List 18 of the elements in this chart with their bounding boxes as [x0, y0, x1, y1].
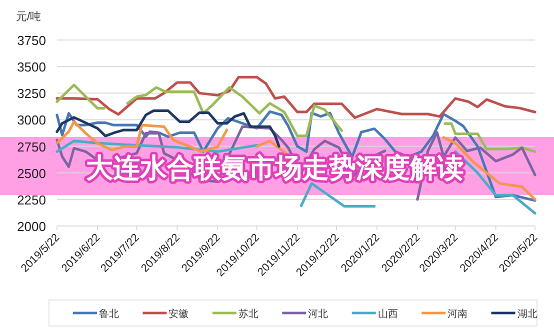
y-tick-label: 2500	[17, 166, 46, 181]
line-series	[56, 109, 280, 148]
legend-label: 苏北	[238, 308, 258, 320]
y-tick-label: 2000	[17, 219, 46, 234]
y-tick-label: 3500	[17, 60, 46, 75]
legend-label: 山西	[378, 308, 398, 320]
legend-label: 河北	[308, 308, 328, 320]
legend-label: 河南	[448, 308, 468, 320]
y-tick-label: 3250	[17, 86, 46, 102]
y-tick-label: 2750	[17, 139, 46, 154]
y-tick-label: 2250	[17, 192, 46, 208]
legend-label: 鲁北	[99, 308, 119, 320]
line-series	[56, 76, 536, 119]
y-tick-label: 3000	[17, 112, 46, 128]
y-tick-label: 3750	[17, 33, 46, 48]
legend-label: 湖北	[517, 308, 538, 320]
y-axis-title: 元/吨	[16, 10, 42, 23]
legend-label: 安徽	[168, 308, 189, 320]
